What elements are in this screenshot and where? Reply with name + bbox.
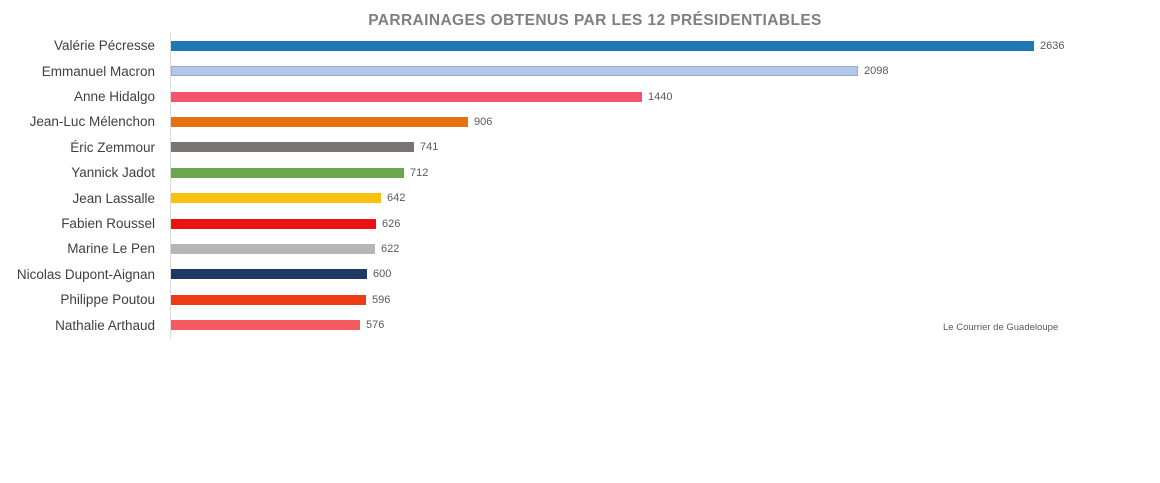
- bar: [171, 142, 414, 153]
- bar-row: Yannick Jadot 712: [0, 160, 1160, 185]
- bar: [171, 91, 642, 102]
- category-label: Jean Lassalle: [72, 190, 155, 206]
- value-label: 576: [366, 319, 385, 332]
- value-label: 2636: [1040, 39, 1065, 52]
- bar: [171, 40, 1034, 51]
- category-label: Marine Le Pen: [67, 241, 155, 257]
- bar-row: Valérie Pécresse 2636: [0, 33, 1160, 58]
- bar: [171, 269, 367, 280]
- category-label: Fabien Roussel: [61, 216, 155, 232]
- source-note: Le Courrier de Guadeloupe: [943, 322, 1059, 333]
- bar: [171, 66, 858, 77]
- value-label: 2098: [864, 65, 889, 78]
- bar-row: Fabien Roussel 626: [0, 211, 1160, 236]
- bar: [171, 243, 375, 254]
- value-label: 626: [382, 217, 401, 230]
- bar: [171, 294, 366, 305]
- category-label: Philippe Poutou: [60, 292, 155, 308]
- bar-row: Marine Le Pen 622: [0, 236, 1160, 261]
- value-label: 712: [410, 166, 429, 179]
- bar-row: Nathalie Arthaud 576: [0, 312, 1160, 337]
- bar-row: Jean Lassalle 642: [0, 185, 1160, 210]
- chart-title: PARRAINAGES OBTENUS PAR LES 12 PRÉSIDENT…: [368, 12, 822, 29]
- category-label: Jean-Luc Mélenchon: [29, 114, 155, 130]
- bar: [171, 320, 360, 331]
- bar-row: Jean-Luc Mélenchon 906: [0, 109, 1160, 134]
- category-label: Anne Hidalgo: [73, 89, 155, 105]
- value-label: 642: [387, 192, 406, 205]
- plot-area: Valérie Pécresse 2636 Emmanuel Macron 2098 A…: [0, 33, 1160, 339]
- value-label: 1440: [648, 90, 673, 103]
- value-label: 741: [420, 141, 439, 154]
- category-label: Yannick Jadot: [71, 165, 155, 181]
- category-label: Nicolas Dupont-Aignan: [16, 266, 155, 282]
- category-label: Nathalie Arthaud: [55, 317, 155, 333]
- category-label: Emmanuel Macron: [41, 63, 155, 79]
- category-label: Éric Zemmour: [70, 139, 155, 155]
- bar-row: Emmanuel Macron 2098: [0, 58, 1160, 83]
- bar-row: Philippe Poutou 596: [0, 287, 1160, 312]
- value-label: 906: [474, 115, 493, 128]
- bar: [171, 218, 376, 229]
- bar: [171, 167, 404, 178]
- y-axis-line: [170, 33, 171, 339]
- bar: [171, 193, 381, 204]
- value-label: 622: [381, 242, 400, 255]
- value-label: 600: [373, 268, 392, 281]
- bar: [171, 116, 468, 127]
- bar-row: Anne Hidalgo 1440: [0, 84, 1160, 109]
- bar-row: Éric Zemmour 741: [0, 135, 1160, 160]
- bar-row: Nicolas Dupont-Aignan 600: [0, 262, 1160, 287]
- value-label: 596: [372, 293, 391, 306]
- bar-rows: Valérie Pécresse 2636 Emmanuel Macron 2098 A…: [0, 33, 1160, 338]
- category-label: Valérie Pécresse: [53, 38, 155, 54]
